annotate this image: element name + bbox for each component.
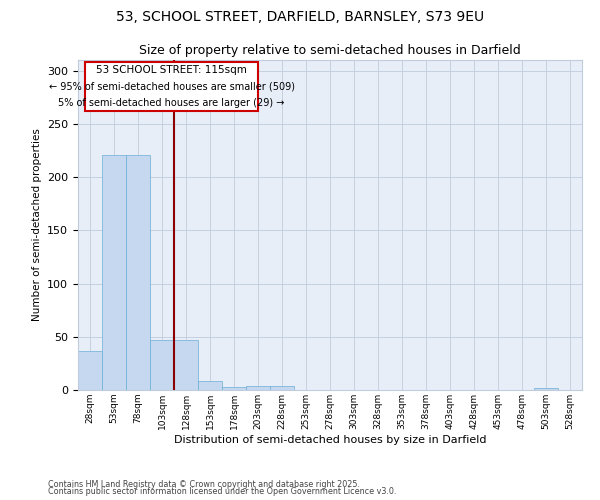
Text: Contains public sector information licensed under the Open Government Licence v3: Contains public sector information licen… bbox=[48, 487, 397, 496]
Bar bbox=[126, 154, 150, 390]
Bar bbox=[246, 386, 270, 390]
Text: ← 95% of semi-detached houses are smaller (509): ← 95% of semi-detached houses are smalle… bbox=[49, 82, 295, 92]
Text: 5% of semi-detached houses are larger (29) →: 5% of semi-detached houses are larger (2… bbox=[58, 98, 285, 108]
Text: 53, SCHOOL STREET, DARFIELD, BARNSLEY, S73 9EU: 53, SCHOOL STREET, DARFIELD, BARNSLEY, S… bbox=[116, 10, 484, 24]
Title: Size of property relative to semi-detached houses in Darfield: Size of property relative to semi-detach… bbox=[139, 44, 521, 58]
Bar bbox=[150, 340, 174, 390]
FancyBboxPatch shape bbox=[85, 62, 258, 111]
Bar bbox=[222, 387, 246, 390]
Bar bbox=[534, 388, 558, 390]
Bar bbox=[270, 386, 294, 390]
Bar bbox=[198, 382, 222, 390]
Text: Contains HM Land Registry data © Crown copyright and database right 2025.: Contains HM Land Registry data © Crown c… bbox=[48, 480, 360, 489]
Bar bbox=[102, 154, 126, 390]
Bar bbox=[78, 350, 102, 390]
X-axis label: Distribution of semi-detached houses by size in Darfield: Distribution of semi-detached houses by … bbox=[174, 434, 486, 444]
Text: 53 SCHOOL STREET: 115sqm: 53 SCHOOL STREET: 115sqm bbox=[96, 66, 247, 76]
Y-axis label: Number of semi-detached properties: Number of semi-detached properties bbox=[32, 128, 41, 322]
Bar bbox=[174, 340, 198, 390]
